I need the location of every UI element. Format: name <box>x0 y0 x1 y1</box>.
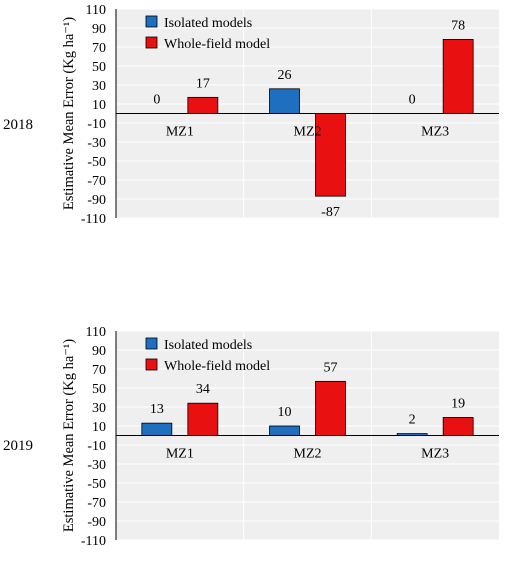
y-tick-label: 10 <box>92 420 106 435</box>
bar-whole-field-model <box>315 380 346 436</box>
legend-label: Whole-field model <box>164 359 270 374</box>
data-label: 17 <box>196 76 210 91</box>
data-label: 10 <box>278 405 292 420</box>
y-tick-label: -50 <box>87 477 106 492</box>
panel-year-label-2018: 2018 <box>3 117 33 133</box>
y-tick-label: 10 <box>92 98 106 113</box>
y-tick-label: -10 <box>87 117 106 132</box>
x-category-label: MZ3 <box>421 125 449 140</box>
legend-swatch <box>145 36 158 49</box>
bar-chart-2018: 110 90 70 50 30 10 -10 -30 -50 -70 -90 -110 0 26 0 17 -8… <box>61 3 499 227</box>
y-tick-label: -30 <box>87 458 106 473</box>
x-category-label: MZ2 <box>294 125 322 140</box>
legend-swatch <box>145 15 158 28</box>
y-tick-label: 50 <box>92 382 106 397</box>
y-axis-label: Estimative Mean Error (Kg ha⁻¹) <box>61 339 77 532</box>
x-category-label: MZ3 <box>421 447 449 462</box>
data-label: 0 <box>153 93 160 108</box>
data-label: 0 <box>409 93 416 108</box>
legend-label: Whole-field model <box>164 37 270 52</box>
data-label: 19 <box>451 396 465 411</box>
y-tick-label: 110 <box>86 325 106 340</box>
bar-isolated-models <box>269 88 300 114</box>
y-tick-label: 90 <box>92 22 106 37</box>
bar-whole-field-model <box>315 113 346 197</box>
legend-swatch <box>145 337 158 350</box>
data-label: -87 <box>321 205 340 220</box>
y-tick-label: 50 <box>92 60 106 75</box>
y-tick-label: -90 <box>87 193 106 208</box>
y-tick-label: 110 <box>86 3 106 18</box>
x-category-label: MZ1 <box>166 125 194 140</box>
data-label: 34 <box>196 382 210 397</box>
data-label: 57 <box>324 360 338 375</box>
bar-isolated-models <box>269 425 300 436</box>
y-tick-label: 70 <box>92 41 106 56</box>
y-tick-label: -90 <box>87 515 106 530</box>
bar-whole-field-model <box>442 39 474 114</box>
y-tick-label: 70 <box>92 363 106 378</box>
x-category-label: MZ1 <box>166 447 194 462</box>
legend-label: Isolated models <box>164 338 252 353</box>
data-label: 2 <box>409 413 416 428</box>
data-label: 13 <box>150 402 164 417</box>
data-label: 26 <box>278 68 292 83</box>
bar-chart-2019: 110 90 70 50 30 10 -10 -30 -50 -70 -90 -110 13 10 2 34 5… <box>61 325 499 549</box>
y-tick-label: -10 <box>87 439 106 454</box>
y-tick-label: -70 <box>87 174 106 189</box>
bar-whole-field-model <box>187 96 219 114</box>
bar-whole-field-model <box>187 402 219 436</box>
y-tick-label: -30 <box>87 136 106 151</box>
y-tick-label: -110 <box>81 212 106 227</box>
y-tick-label: 90 <box>92 344 106 359</box>
y-tick-label: -50 <box>87 155 106 170</box>
legend-label: Isolated models <box>164 16 252 31</box>
y-tick-label: -70 <box>87 496 106 511</box>
x-category-label: MZ2 <box>294 447 322 462</box>
y-tick-label: 30 <box>92 79 106 94</box>
bar-whole-field-model <box>442 417 474 436</box>
panel-year-label-2019: 2019 <box>3 438 33 454</box>
y-tick-label: -110 <box>81 534 106 549</box>
y-tick-label: 30 <box>92 401 106 416</box>
bar-isolated-models <box>141 422 173 436</box>
data-label: 78 <box>451 18 465 33</box>
legend-swatch <box>145 358 158 371</box>
y-axis-label: Estimative Mean Error (Kg ha⁻¹) <box>61 17 77 210</box>
